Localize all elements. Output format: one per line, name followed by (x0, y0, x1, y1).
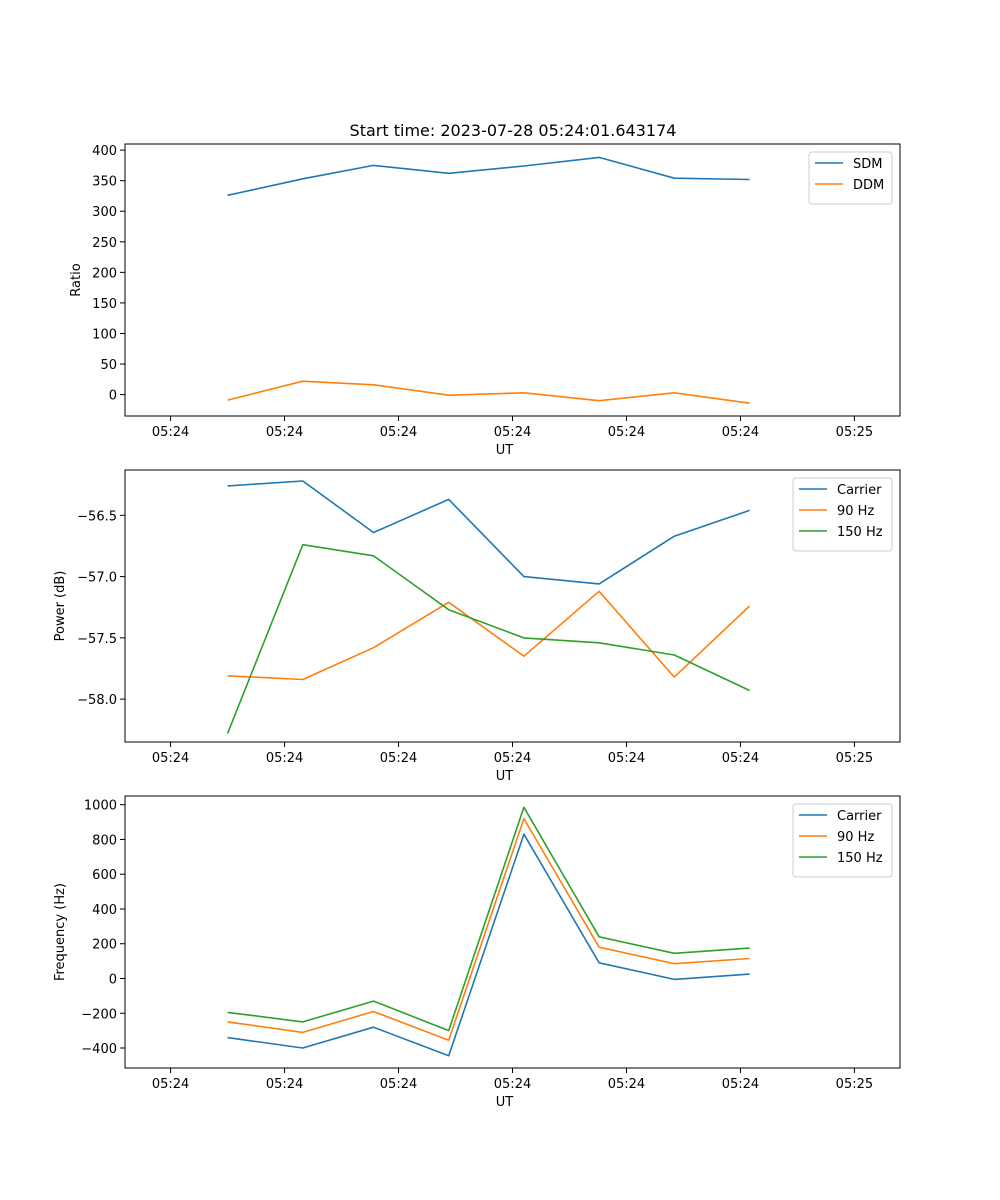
x-tick-label: 05:25 (836, 1077, 873, 1092)
y-axis-label: Frequency (Hz) (53, 883, 68, 981)
legend-label: Carrier (837, 809, 882, 824)
y-tick-label: 400 (92, 144, 117, 159)
x-tick-label: 05:24 (266, 425, 303, 440)
y-tick-label: 600 (92, 868, 117, 883)
series-line-150-hz (226, 543, 750, 734)
y-tick-label: 100 (92, 327, 117, 342)
x-tick-label: 05:24 (722, 425, 759, 440)
series-line-carrier (227, 480, 750, 585)
y-tick-label: −56.5 (77, 509, 117, 524)
legend-frame (792, 803, 893, 878)
y-tick-label: 50 (100, 358, 117, 373)
legend-label: DDM (853, 178, 884, 193)
x-tick-label: 05:24 (494, 751, 531, 766)
y-tick-label: 1000 (84, 799, 117, 814)
x-tick-label: 05:24 (266, 751, 303, 766)
y-tick-label: 800 (92, 833, 117, 848)
x-tick-label: 05:24 (722, 1077, 759, 1092)
legend-label: 90 Hz (837, 504, 874, 519)
legend: Carrier 90 Hz 150 Hz (792, 477, 893, 552)
y-tick-label: 250 (92, 236, 117, 251)
x-tick-label: 05:24 (152, 1077, 189, 1092)
y-tick-label: −200 (81, 1007, 117, 1022)
x-tick-label: 05:24 (494, 1077, 531, 1092)
axes-frame (124, 469, 901, 743)
x-tick-label: 05:24 (608, 1077, 645, 1092)
y-tick-label: 400 (92, 903, 117, 918)
plots-container: 05:24 05:24 05:24 05:24 05:24 05:24 05:25 0 50 10… (53, 143, 901, 1110)
x-tick-label: 05:24 (380, 751, 417, 766)
y-tick-label: 0 (109, 389, 117, 404)
axes-frame (124, 795, 901, 1069)
x-axis-label: UT (496, 443, 514, 458)
y-tick-label: 0 (109, 972, 117, 987)
legend-frame (808, 151, 893, 205)
series-line-90-hz (227, 590, 751, 681)
y-tick-label: −57.5 (77, 632, 117, 647)
chart-panel-2: 05:24 05:24 05:24 05:24 05:24 05:24 05:25 −58.0… (53, 469, 901, 784)
x-tick-label: 05:24 (266, 1077, 303, 1092)
x-axis-label: UT (496, 1095, 514, 1110)
series-line-sdm (227, 156, 750, 197)
series-line-90-hz (227, 817, 750, 1041)
x-tick-label: 05:24 (152, 751, 189, 766)
y-tick-label: −400 (81, 1042, 117, 1057)
legend-frame (792, 477, 893, 552)
chart-panel-3: 05:24 05:24 05:24 05:24 05:24 05:24 05:25 −400 −… (53, 795, 901, 1110)
x-tick-label: 05:24 (608, 751, 645, 766)
x-tick-label: 05:24 (380, 1077, 417, 1092)
legend-label: 90 Hz (837, 830, 874, 845)
y-axis-label: Power (dB) (53, 571, 68, 642)
axes-frame (124, 143, 901, 417)
y-tick-label: 200 (92, 266, 117, 281)
y-tick-label: 200 (92, 938, 117, 953)
figure-title: Start time: 2023-07-28 05:24:01.643174 (350, 121, 677, 140)
legend-label: 150 Hz (837, 851, 883, 866)
y-tick-label: 300 (92, 205, 117, 220)
x-tick-label: 05:24 (152, 425, 189, 440)
x-tick-label: 05:25 (836, 425, 873, 440)
legend: SDM DDM (808, 151, 893, 205)
x-tick-label: 05:24 (380, 425, 417, 440)
x-tick-label: 05:24 (722, 751, 759, 766)
x-tick-label: 05:25 (836, 751, 873, 766)
y-tick-label: −58.0 (77, 693, 117, 708)
y-tick-label: 150 (92, 297, 117, 312)
x-tick-label: 05:24 (494, 425, 531, 440)
x-tick-label: 05:24 (608, 425, 645, 440)
legend-label: 150 Hz (837, 525, 883, 540)
series-line-ddm (227, 380, 750, 404)
x-axis-label: UT (496, 769, 514, 784)
y-axis-label: Ratio (69, 263, 84, 296)
series-line-carrier (227, 833, 750, 1057)
series-line-150-hz (227, 806, 750, 1032)
y-tick-label: −57.0 (77, 571, 117, 586)
legend-label: SDM (853, 157, 882, 172)
chart-panel-1: 05:24 05:24 05:24 05:24 05:24 05:24 05:25 0 50 10… (69, 143, 901, 458)
y-tick-label: 350 (92, 175, 117, 190)
legend-label: Carrier (837, 483, 882, 498)
legend: Carrier 90 Hz 150 Hz (792, 803, 893, 878)
